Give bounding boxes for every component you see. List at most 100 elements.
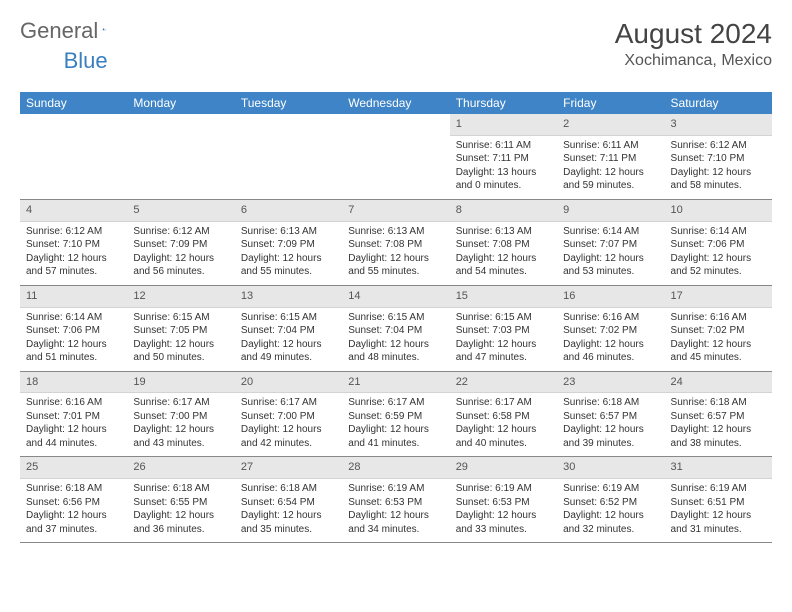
daylight-text: Daylight: 12 hours and 48 minutes. — [348, 338, 443, 365]
day-number: 11 — [20, 286, 127, 308]
day-body — [20, 135, 127, 195]
col-monday: Monday — [127, 92, 234, 114]
calendar-body: 1Sunrise: 6:11 AMSunset: 7:11 PMDaylight… — [20, 114, 772, 543]
col-tuesday: Tuesday — [235, 92, 342, 114]
day-header-row: Sunday Monday Tuesday Wednesday Thursday… — [20, 92, 772, 114]
day-body: Sunrise: 6:16 AMSunset: 7:02 PMDaylight:… — [665, 308, 772, 371]
daylight-text: Daylight: 12 hours and 44 minutes. — [26, 423, 121, 450]
calendar-cell: 11Sunrise: 6:14 AMSunset: 7:06 PMDayligh… — [20, 285, 127, 371]
calendar-cell: 14Sunrise: 6:15 AMSunset: 7:04 PMDayligh… — [342, 285, 449, 371]
calendar-cell: 29Sunrise: 6:19 AMSunset: 6:53 PMDayligh… — [450, 457, 557, 543]
calendar-cell: 3Sunrise: 6:12 AMSunset: 7:10 PMDaylight… — [665, 114, 772, 199]
day-number: 9 — [557, 200, 664, 222]
sunset-text: Sunset: 7:02 PM — [671, 324, 766, 338]
sunrise-text: Sunrise: 6:14 AM — [26, 311, 121, 325]
day-number: 19 — [127, 372, 234, 394]
sunset-text: Sunset: 6:58 PM — [456, 410, 551, 424]
daylight-text: Daylight: 12 hours and 34 minutes. — [348, 509, 443, 536]
calendar-cell: 28Sunrise: 6:19 AMSunset: 6:53 PMDayligh… — [342, 457, 449, 543]
sunset-text: Sunset: 7:04 PM — [348, 324, 443, 338]
sunrise-text: Sunrise: 6:14 AM — [563, 225, 658, 239]
day-body: Sunrise: 6:18 AMSunset: 6:57 PMDaylight:… — [665, 393, 772, 456]
sunrise-text: Sunrise: 6:13 AM — [241, 225, 336, 239]
daylight-text: Daylight: 12 hours and 37 minutes. — [26, 509, 121, 536]
day-number: 17 — [665, 286, 772, 308]
calendar-cell: 4 Sunrise: 6:12 AMSunset: 7:10 PMDaylight… — [20, 199, 127, 285]
calendar-cell: 19Sunrise: 6:17 AMSunset: 7:00 PMDayligh… — [127, 371, 234, 457]
daylight-text: Daylight: 12 hours and 52 minutes. — [671, 252, 766, 279]
month-title: August 2024 — [615, 18, 772, 50]
sunset-text: Sunset: 7:10 PM — [26, 238, 121, 252]
day-body: Sunrise: 6:13 AMSunset: 7:08 PMDaylight:… — [342, 222, 449, 285]
daylight-text: Daylight: 13 hours and 0 minutes. — [456, 166, 551, 193]
daylight-text: Daylight: 12 hours and 51 minutes. — [26, 338, 121, 365]
sunrise-text: Sunrise: 6:12 AM — [26, 225, 121, 239]
day-number: 13 — [235, 286, 342, 308]
day-body: Sunrise: 6:16 AMSunset: 7:02 PMDaylight:… — [557, 308, 664, 371]
day-number: 6 — [235, 200, 342, 222]
day-body: Sunrise: 6:18 AMSunset: 6:55 PMDaylight:… — [127, 479, 234, 542]
day-number — [20, 114, 127, 135]
day-body: Sunrise: 6:19 AMSunset: 6:53 PMDaylight:… — [342, 479, 449, 542]
day-body: Sunrise: 6:15 AMSunset: 7:03 PMDaylight:… — [450, 308, 557, 371]
brand-part2: Blue — [64, 48, 108, 74]
calendar-cell: 10Sunrise: 6:14 AMSunset: 7:06 PMDayligh… — [665, 199, 772, 285]
sunset-text: Sunset: 7:08 PM — [348, 238, 443, 252]
daylight-text: Daylight: 12 hours and 35 minutes. — [241, 509, 336, 536]
calendar-cell: 15Sunrise: 6:15 AMSunset: 7:03 PMDayligh… — [450, 285, 557, 371]
daylight-text: Daylight: 12 hours and 46 minutes. — [563, 338, 658, 365]
day-number: 4 — [20, 200, 127, 222]
calendar-cell: 30Sunrise: 6:19 AMSunset: 6:52 PMDayligh… — [557, 457, 664, 543]
calendar-cell — [127, 114, 234, 199]
day-number: 1 — [450, 114, 557, 136]
daylight-text: Daylight: 12 hours and 31 minutes. — [671, 509, 766, 536]
daylight-text: Daylight: 12 hours and 59 minutes. — [563, 166, 658, 193]
sunset-text: Sunset: 7:01 PM — [26, 410, 121, 424]
sunset-text: Sunset: 6:54 PM — [241, 496, 336, 510]
day-body: Sunrise: 6:15 AMSunset: 7:05 PMDaylight:… — [127, 308, 234, 371]
calendar-cell: 6Sunrise: 6:13 AMSunset: 7:09 PMDaylight… — [235, 199, 342, 285]
daylight-text: Daylight: 12 hours and 45 minutes. — [671, 338, 766, 365]
sunrise-text: Sunrise: 6:15 AM — [133, 311, 228, 325]
sunset-text: Sunset: 6:59 PM — [348, 410, 443, 424]
day-body: Sunrise: 6:17 AMSunset: 6:58 PMDaylight:… — [450, 393, 557, 456]
col-friday: Friday — [557, 92, 664, 114]
day-number: 3 — [665, 114, 772, 136]
sunset-text: Sunset: 7:02 PM — [563, 324, 658, 338]
sail-icon — [102, 20, 106, 38]
daylight-text: Daylight: 12 hours and 50 minutes. — [133, 338, 228, 365]
day-body: Sunrise: 6:11 AMSunset: 7:11 PMDaylight:… — [450, 136, 557, 199]
sunset-text: Sunset: 7:10 PM — [671, 152, 766, 166]
calendar-table: Sunday Monday Tuesday Wednesday Thursday… — [20, 92, 772, 543]
calendar-week: 4Sunrise: 6:12 AMSunset: 7:10 PMDaylight… — [20, 199, 772, 285]
calendar-cell: 25Sunrise: 6:18 AMSunset: 6:56 PMDayligh… — [20, 457, 127, 543]
sunset-text: Sunset: 7:03 PM — [456, 324, 551, 338]
calendar-cell: 17Sunrise: 6:16 AMSunset: 7:02 PMDayligh… — [665, 285, 772, 371]
calendar-cell: 12Sunrise: 6:15 AMSunset: 7:05 PMDayligh… — [127, 285, 234, 371]
calendar-cell: 9Sunrise: 6:14 AMSunset: 7:07 PMDaylight… — [557, 199, 664, 285]
day-number: 15 — [450, 286, 557, 308]
daylight-text: Daylight: 12 hours and 39 minutes. — [563, 423, 658, 450]
daylight-text: Daylight: 12 hours and 49 minutes. — [241, 338, 336, 365]
daylight-text: Daylight: 12 hours and 55 minutes. — [348, 252, 443, 279]
daylight-text: Daylight: 12 hours and 47 minutes. — [456, 338, 551, 365]
day-number: 14 — [342, 286, 449, 308]
daylight-text: Daylight: 12 hours and 43 minutes. — [133, 423, 228, 450]
sunset-text: Sunset: 7:06 PM — [26, 324, 121, 338]
daylight-text: Daylight: 12 hours and 32 minutes. — [563, 509, 658, 536]
day-body: Sunrise: 6:14 AMSunset: 7:06 PMDaylight:… — [20, 308, 127, 371]
sunset-text: Sunset: 7:00 PM — [133, 410, 228, 424]
day-body: Sunrise: 6:18 AMSunset: 6:57 PMDaylight:… — [557, 393, 664, 456]
day-body: Sunrise: 6:15 AMSunset: 7:04 PMDaylight:… — [235, 308, 342, 371]
sunrise-text: Sunrise: 6:17 AM — [456, 396, 551, 410]
day-number: 22 — [450, 372, 557, 394]
calendar-week: 11Sunrise: 6:14 AMSunset: 7:06 PMDayligh… — [20, 285, 772, 371]
sunset-text: Sunset: 6:51 PM — [671, 496, 766, 510]
calendar-cell: 21Sunrise: 6:17 AMSunset: 6:59 PMDayligh… — [342, 371, 449, 457]
sunset-text: Sunset: 6:56 PM — [26, 496, 121, 510]
calendar-cell — [342, 114, 449, 199]
sunset-text: Sunset: 6:57 PM — [671, 410, 766, 424]
brand-logo: General — [20, 18, 126, 44]
daylight-text: Daylight: 12 hours and 57 minutes. — [26, 252, 121, 279]
day-number: 29 — [450, 457, 557, 479]
